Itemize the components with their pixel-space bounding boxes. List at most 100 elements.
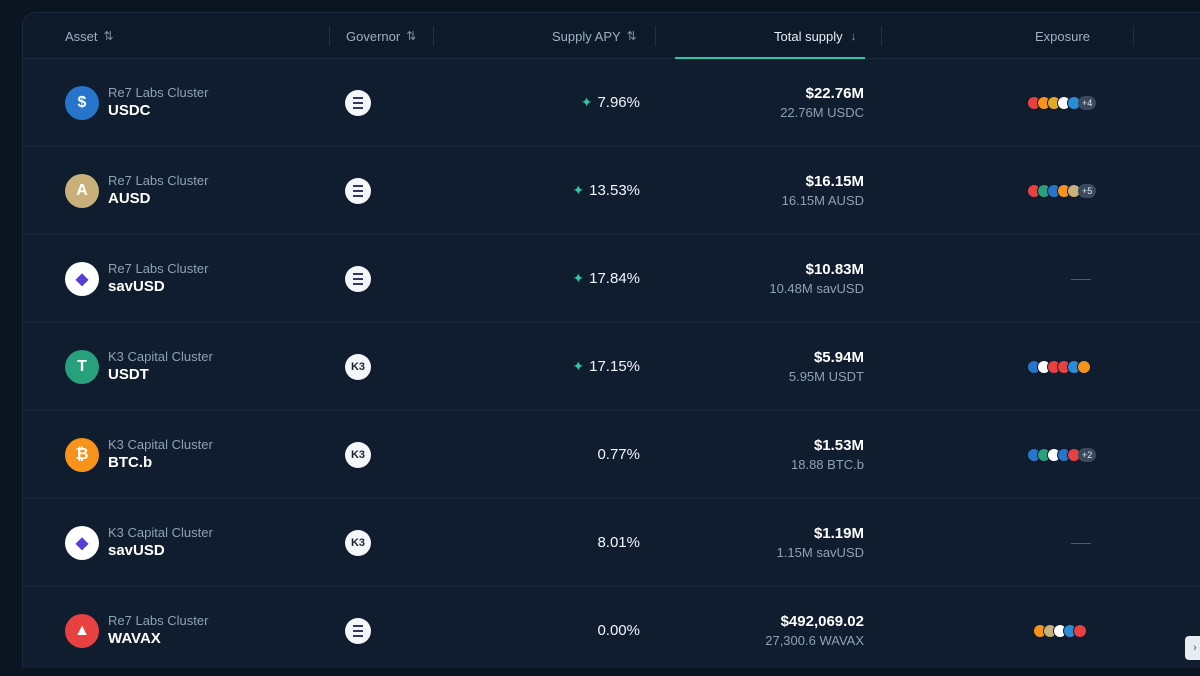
sort-icon: ⇅ — [103, 29, 114, 43]
asset-symbol: USDT — [108, 366, 149, 383]
supply-apy: ✦ 7.96% — [581, 94, 640, 111]
governor-header-label: Governor — [346, 28, 401, 44]
exposure-asset-icon — [1077, 360, 1091, 374]
supply-apy: ✦ 17.15% — [572, 358, 640, 375]
apy-value: 13.53% — [589, 182, 640, 199]
sort-icon: ⇅ — [626, 29, 637, 43]
asset-header-label: Asset — [65, 28, 98, 44]
supply-apy: ✦ 17.84% — [572, 270, 640, 287]
asset-symbol: savUSD — [108, 278, 165, 295]
usdt-icon: T — [65, 350, 99, 384]
wavax-icon: ▲ — [65, 614, 99, 648]
cluster-name: Re7 Labs Cluster — [108, 173, 209, 188]
boost-sparkle-icon[interactable]: ✦ — [572, 358, 585, 374]
table-row[interactable]: ₿ K3 Capital Cluster BTC.b K3 0.77% $1.53M 18.… — [23, 411, 1200, 499]
bottom-strip — [0, 668, 1200, 676]
table-row[interactable]: ◆ Re7 Labs Cluster savUSD ✦ 17.84% $10.83M 10.… — [23, 235, 1200, 323]
total-supply-amount: 27,300.6 WAVAX — [765, 633, 864, 648]
total-supply-amount: 5.95M USDT — [788, 369, 864, 384]
exposure-more-badge: +5 — [1078, 184, 1097, 198]
supply-apy-header-label: Supply APY — [552, 28, 621, 44]
active-sort-indicator — [675, 57, 865, 59]
sort-icon: ⇅ — [406, 29, 416, 43]
table-row[interactable]: ◆ K3 Capital Cluster savUSD K3 8.01% $1.19M 1.… — [23, 499, 1200, 587]
total-supply-usd: $492,069.02 — [780, 613, 864, 630]
asset-column-header[interactable]: Asset ⇅ — [65, 13, 114, 59]
supply-apy: 0.77% — [597, 446, 640, 463]
table-row[interactable]: ▲ Re7 Labs Cluster WAVAX 0.00% $492,069.02 27… — [23, 587, 1200, 675]
vaults-table: Asset ⇅ Governor ⇅ Supply APY ⇅ Total su… — [22, 12, 1200, 676]
table-header: Asset ⇅ Governor ⇅ Supply APY ⇅ Total su… — [23, 13, 1200, 59]
table-row[interactable]: A Re7 Labs Cluster AUSD ✦ 13.53% $16.15M 16.15… — [23, 147, 1200, 235]
sort-desc-icon: ↓ — [850, 29, 857, 43]
total-supply-usd: $5.94M — [813, 349, 864, 366]
boost-sparkle-icon[interactable]: ✦ — [572, 182, 585, 198]
savusd-icon: ◆ — [65, 262, 99, 296]
cluster-name: Re7 Labs Cluster — [108, 261, 209, 276]
k3-governor-icon[interactable]: K3 — [345, 530, 371, 556]
table-row[interactable]: T K3 Capital Cluster USDT K3 ✦ 17.15% $5.94M 5.… — [23, 323, 1200, 411]
total-supply-column-header[interactable]: Total supply ↓ — [774, 13, 857, 59]
exposure-more-badge: +2 — [1078, 448, 1097, 462]
euler-governor-icon[interactable] — [345, 90, 371, 116]
apy-value: 7.96% — [597, 94, 640, 111]
asset-symbol: savUSD — [108, 542, 165, 559]
cluster-name: K3 Capital Cluster — [108, 349, 213, 364]
exposure-more-badge: +4 — [1078, 96, 1097, 110]
asset-symbol: USDC — [108, 102, 151, 119]
total-supply-usd: $10.83M — [805, 261, 864, 278]
table-row[interactable]: $ Re7 Labs Cluster USDC ✦ 7.96% $22.76M 22.76M… — [23, 59, 1200, 147]
supply-apy: 0.00% — [597, 622, 640, 639]
euler-governor-icon[interactable] — [345, 178, 371, 204]
no-exposure-dash — [1071, 543, 1091, 544]
column-divider — [881, 26, 882, 46]
exposure-asset-icon — [1073, 624, 1087, 638]
asset-symbol: AUSD — [108, 190, 151, 207]
apy-value: 0.77% — [597, 446, 640, 463]
column-divider — [655, 26, 656, 46]
total-supply-amount: 1.15M savUSD — [776, 545, 864, 560]
supply-apy: 8.01% — [597, 534, 640, 551]
btcb-icon: ₿ — [65, 438, 99, 472]
euler-governor-icon[interactable] — [345, 618, 371, 644]
ausd-icon: A — [65, 174, 99, 208]
exposure-icons[interactable] — [1033, 623, 1087, 639]
apy-value: 8.01% — [597, 534, 640, 551]
column-divider — [1133, 26, 1134, 46]
total-supply-usd: $1.53M — [813, 437, 864, 454]
cluster-name: Re7 Labs Cluster — [108, 613, 209, 628]
no-exposure-dash — [1071, 279, 1091, 280]
cluster-name: K3 Capital Cluster — [108, 525, 213, 540]
euler-governor-icon[interactable] — [345, 266, 371, 292]
asset-symbol: BTC.b — [108, 454, 153, 471]
page-gutter — [0, 0, 22, 676]
apy-value: 0.00% — [597, 622, 640, 639]
total-supply-amount: 10.48M savUSD — [769, 281, 864, 296]
asset-symbol: WAVAX — [108, 630, 161, 647]
exposure-icons[interactable]: +2 — [1027, 447, 1097, 463]
exposure-icons[interactable]: +5 — [1027, 183, 1097, 199]
cluster-name: Re7 Labs Cluster — [108, 85, 209, 100]
cluster-name: K3 Capital Cluster — [108, 437, 213, 452]
total-supply-amount: 16.15M AUSD — [781, 193, 864, 208]
scroll-button[interactable]: › — [1185, 636, 1200, 660]
total-supply-amount: 18.88 BTC.b — [791, 457, 864, 472]
apy-value: 17.84% — [589, 270, 640, 287]
boost-sparkle-icon[interactable]: ✦ — [580, 94, 593, 110]
exposure-header-label: Exposure — [1035, 28, 1090, 44]
usdc-icon: $ — [65, 86, 99, 120]
total-supply-usd: $16.15M — [805, 173, 864, 190]
exposure-icons[interactable] — [1027, 359, 1091, 375]
column-divider — [329, 26, 330, 46]
k3-governor-icon[interactable]: K3 — [345, 354, 371, 380]
exposure-icons[interactable]: +4 — [1027, 95, 1097, 111]
supply-apy: ✦ 13.53% — [572, 182, 640, 199]
savusd-icon: ◆ — [65, 526, 99, 560]
supply-apy-column-header[interactable]: Supply APY ⇅ — [552, 13, 637, 59]
boost-sparkle-icon[interactable]: ✦ — [572, 270, 585, 286]
governor-column-header[interactable]: Governor ⇅ — [346, 13, 416, 59]
apy-value: 17.15% — [589, 358, 640, 375]
exposure-column-header: Exposure — [1035, 13, 1090, 59]
total-supply-amount: 22.76M USDC — [780, 105, 864, 120]
k3-governor-icon[interactable]: K3 — [345, 442, 371, 468]
